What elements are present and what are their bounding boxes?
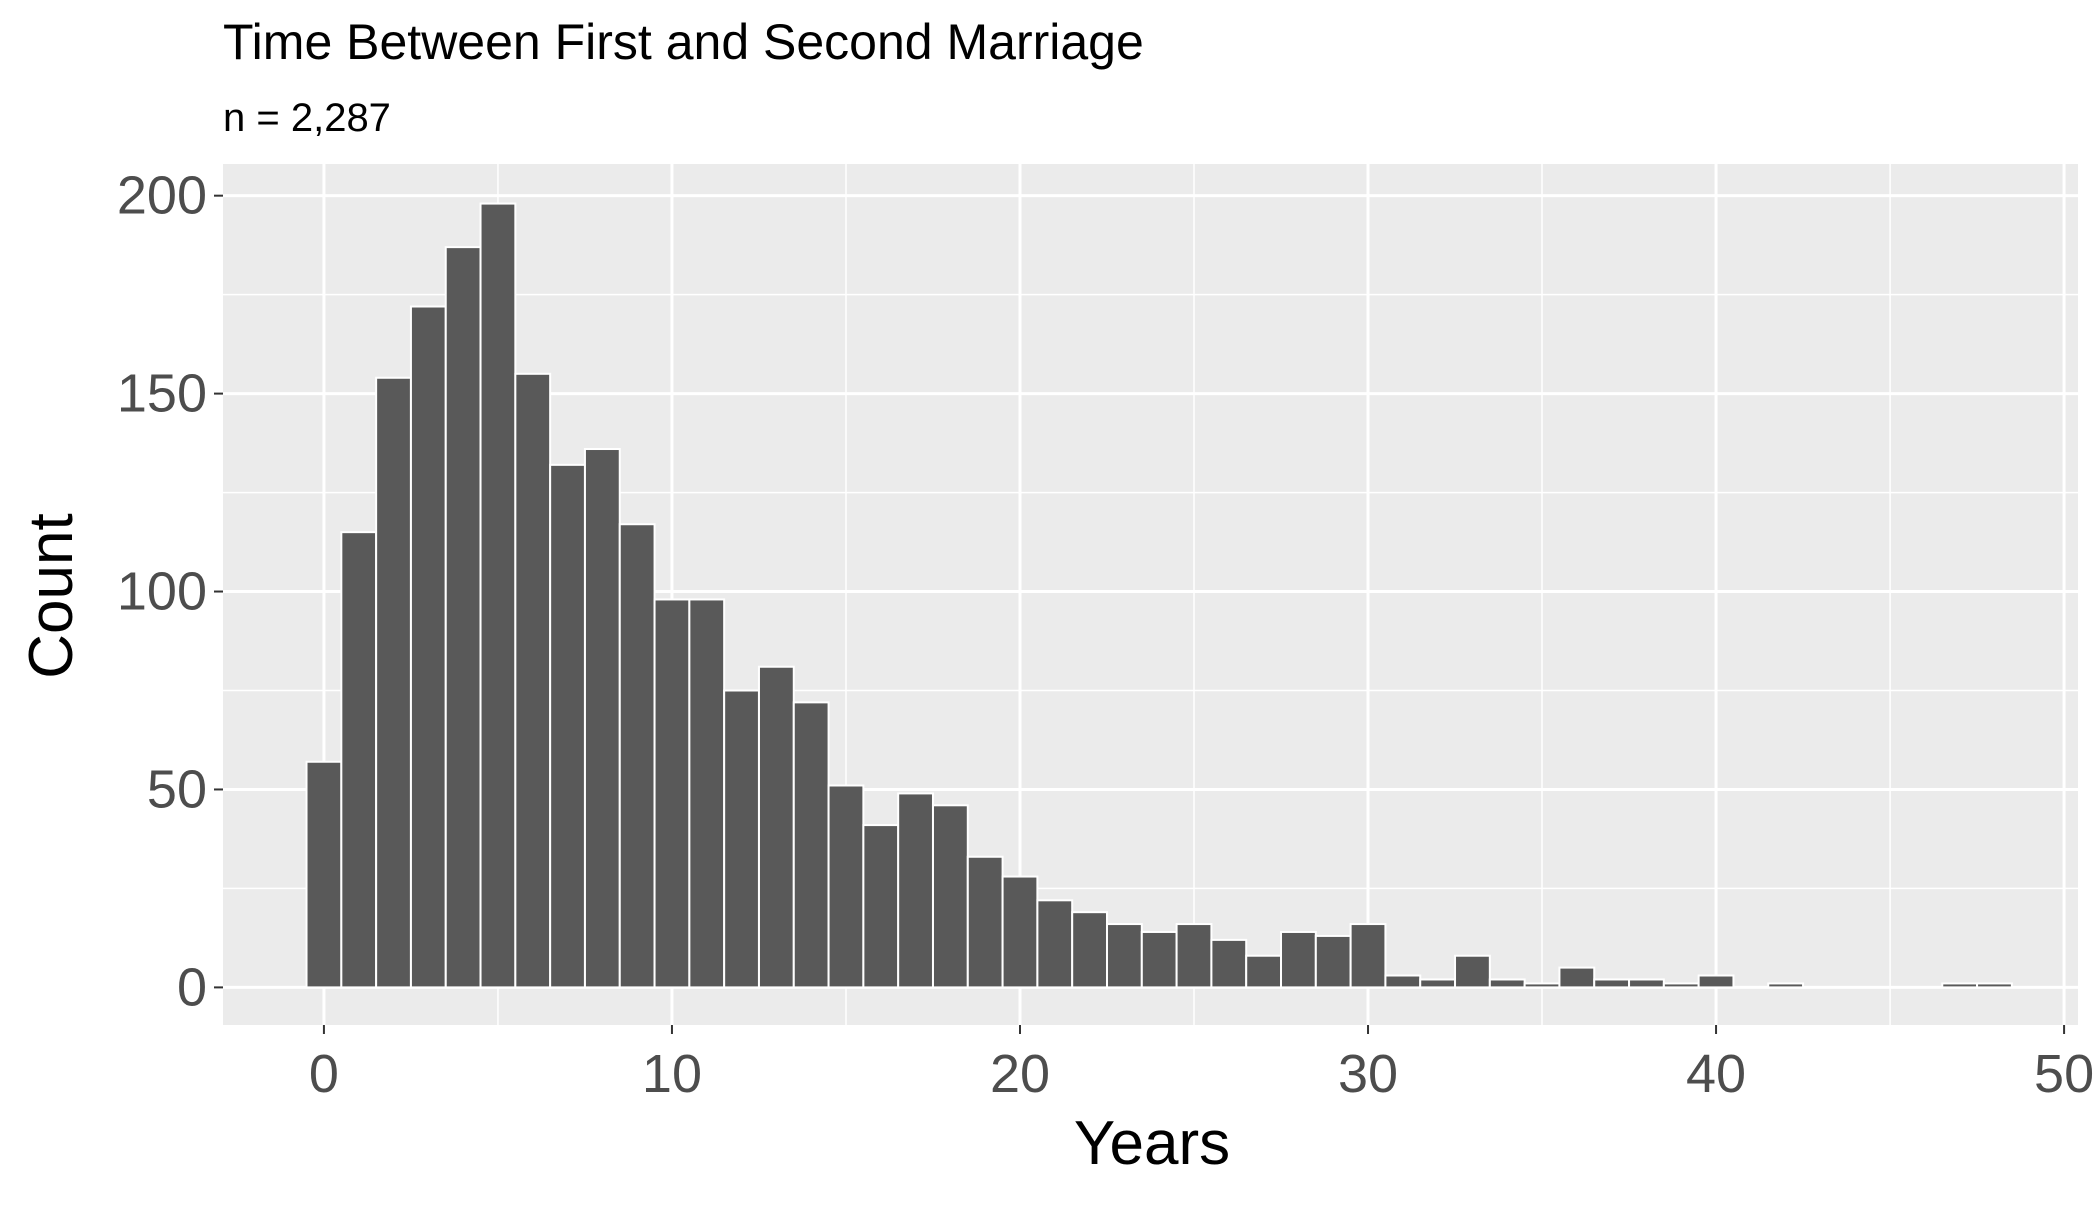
histogram-bar [1349,923,1387,989]
histogram-bar [1105,923,1143,989]
histogram-bar [1245,954,1283,989]
y-tick-label: 0 [177,957,207,1017]
histogram-bar [1454,954,1491,989]
histogram-bar [1384,974,1422,989]
x-axis-title: Years [1074,1109,1230,1178]
histogram-bar [1697,974,1735,989]
histogram-bar [1175,923,1213,989]
histogram-bar [931,804,969,989]
histogram-bar [444,246,482,989]
histogram-bar [1941,982,1979,989]
histogram-bar [340,531,378,989]
histogram-bar [1593,978,1631,989]
histogram-bar [688,598,726,989]
histogram-bar [1001,875,1039,989]
histogram-bar [1976,982,2013,989]
histogram-bar [966,855,1004,989]
histogram-bar [792,701,830,989]
histogram-bar [653,598,691,989]
x-tick-label: 10 [642,1044,702,1104]
histogram-bar [409,305,447,989]
y-tick-label: 50 [147,759,207,819]
histogram-bar [1280,930,1317,989]
x-tick-label: 30 [1338,1044,1398,1104]
histogram-bar [757,665,795,989]
histogram-bar [1558,966,1596,989]
histogram-bar [1628,978,1665,989]
x-tick-label: 40 [1686,1044,1746,1104]
histogram-bar [1036,899,1074,989]
y-tick-label: 150 [117,364,207,424]
chart-title: Time Between First and Second Marriage [223,14,1144,70]
histogram-bar [479,202,517,989]
histogram-bar [618,523,656,989]
histogram-bars [305,202,2013,989]
y-tick-label: 200 [117,166,207,226]
x-axis: 0 10 20 30 40 50 [309,1025,2094,1104]
histogram-bar [1488,978,1526,989]
x-tick-label: 20 [990,1044,1050,1104]
y-axis: 0 50 100 150 200 [117,166,223,1017]
histogram-bar [862,824,900,989]
histogram-bar [1071,911,1108,989]
histogram-bar [1210,938,1248,989]
chart-subtitle: n = 2,287 [223,96,391,140]
histogram-bar [549,463,586,989]
histogram-bar [723,689,760,989]
histogram-bar [1662,982,1700,989]
y-tick-label: 100 [117,562,207,622]
x-tick-label: 50 [2034,1044,2094,1104]
histogram-bar [375,376,412,989]
histogram-bar [827,784,865,989]
histogram-bar [1314,934,1352,989]
histogram-bar [897,792,934,989]
histogram-bar [1767,982,1805,989]
x-tick-label: 0 [309,1044,339,1104]
y-axis-title: Count [17,513,86,678]
histogram-bar [1140,930,1178,989]
histogram-bar [305,760,343,989]
histogram-bar [1419,978,1457,989]
histogram-bar [1523,982,1561,989]
histogram-bar [583,448,621,989]
histogram-bar [514,372,552,989]
